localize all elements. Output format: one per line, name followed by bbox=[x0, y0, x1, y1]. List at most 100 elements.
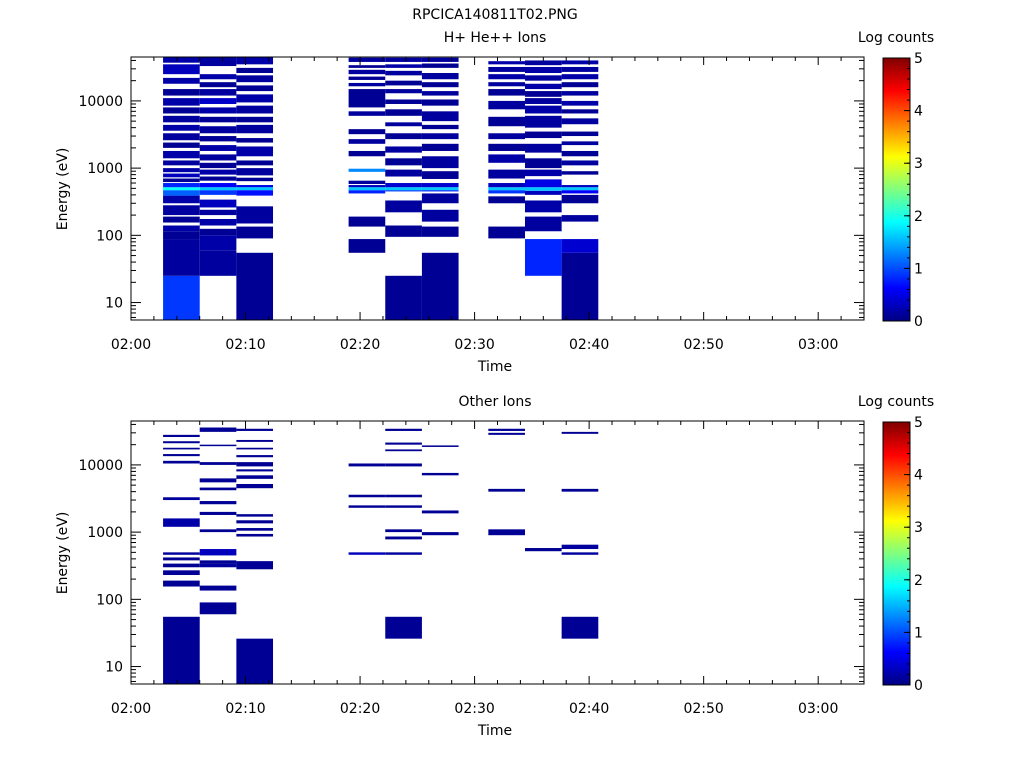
heatmap-cell bbox=[163, 57, 200, 63]
y-tick-label: 100 bbox=[96, 592, 123, 608]
heatmap-cell bbox=[199, 116, 237, 123]
heatmap-cell bbox=[163, 187, 200, 191]
heatmap-cell bbox=[163, 115, 200, 123]
heatmap-cell bbox=[163, 225, 200, 232]
heatmap-cell bbox=[348, 190, 386, 194]
heatmap-cell bbox=[236, 428, 274, 431]
y-axis: 10 100 1000 10000 bbox=[78, 59, 864, 318]
heatmap-cell bbox=[199, 487, 237, 491]
heatmap-cell bbox=[488, 143, 525, 151]
heatmap-cell bbox=[561, 194, 599, 204]
heatmap-cell bbox=[236, 514, 274, 517]
x-axis: 02:00 02:10 02:20 02:30 02:40 02:50 03:00 bbox=[111, 421, 865, 717]
heatmap-cell bbox=[488, 183, 525, 188]
heatmap-cell bbox=[488, 66, 525, 72]
heatmap-cell bbox=[348, 168, 386, 172]
heatmap-cell bbox=[348, 552, 386, 555]
heatmap-cell bbox=[348, 111, 386, 116]
heatmap-cell bbox=[163, 454, 200, 457]
heatmap-cell bbox=[236, 439, 274, 442]
heatmap-cell bbox=[236, 561, 274, 570]
y-tick-label: 1000 bbox=[87, 525, 123, 541]
heatmap-cell bbox=[524, 98, 562, 104]
heatmap-cell bbox=[385, 158, 422, 166]
heatmap-cell bbox=[236, 85, 274, 92]
heatmap-cell bbox=[385, 169, 422, 177]
heatmap-cell bbox=[524, 105, 562, 114]
heatmap-cell bbox=[421, 190, 459, 192]
heatmap-cell bbox=[199, 209, 237, 216]
x-tick-label: 03:00 bbox=[798, 701, 838, 717]
heatmap-cell bbox=[421, 91, 459, 96]
y-tick-label: 10 bbox=[105, 660, 123, 676]
heatmap-cell bbox=[236, 146, 274, 157]
heatmap-cell bbox=[488, 133, 525, 140]
heatmap-cell bbox=[385, 133, 422, 140]
y-tick-label: 10000 bbox=[78, 458, 123, 474]
heatmap-cell bbox=[199, 563, 237, 568]
heatmap-cell bbox=[199, 529, 237, 533]
colorbar-ticks: 0 1 2 3 4 5 bbox=[904, 415, 923, 694]
heatmap-cell bbox=[561, 82, 599, 88]
heatmap-cell bbox=[163, 142, 200, 148]
heatmap-cell bbox=[236, 185, 274, 188]
heatmap-cell bbox=[163, 441, 200, 444]
heatmap-cell bbox=[421, 252, 459, 320]
x-tick-label: 02:50 bbox=[683, 337, 723, 353]
heatmap-cell bbox=[524, 200, 562, 213]
heatmap-cell bbox=[236, 462, 274, 467]
heatmap-cell bbox=[163, 563, 200, 568]
heatmap-cell bbox=[524, 75, 562, 81]
colorbar-ticks: 0 1 2 3 4 5 bbox=[904, 51, 923, 330]
heatmap-cell bbox=[163, 275, 200, 320]
heatmap-cell bbox=[236, 638, 274, 684]
heatmap-cell bbox=[199, 199, 237, 208]
heatmap-cell bbox=[385, 187, 422, 191]
heatmap-cell bbox=[199, 250, 237, 276]
heatmap-cell bbox=[236, 447, 274, 450]
heatmap-cell bbox=[421, 111, 459, 122]
heatmap-cell bbox=[385, 190, 422, 192]
heatmap-cell bbox=[488, 82, 525, 87]
heatmap-cell bbox=[524, 91, 562, 97]
heatmap-cell bbox=[348, 82, 386, 87]
colorbar bbox=[882, 57, 911, 322]
heatmap-cell bbox=[421, 63, 459, 68]
heatmap-cell bbox=[561, 66, 599, 72]
heatmap-cell bbox=[488, 190, 525, 194]
heatmap-cell bbox=[385, 505, 422, 508]
heatmap-cell bbox=[561, 252, 599, 320]
heatmap-cell bbox=[385, 89, 422, 94]
heatmap-cell bbox=[561, 131, 599, 137]
heatmap-cell bbox=[163, 616, 200, 684]
colorbar-tick-label: 0 bbox=[914, 678, 923, 694]
heatmap-cell bbox=[385, 529, 422, 533]
heatmap-cell bbox=[199, 427, 237, 432]
heatmap-cell bbox=[236, 138, 274, 143]
heatmap-cell bbox=[348, 239, 386, 253]
heatmap-cell bbox=[524, 179, 562, 188]
x-tick-label: 02:10 bbox=[225, 701, 265, 717]
heatmap-plot bbox=[163, 427, 599, 684]
heatmap-cell bbox=[163, 205, 200, 216]
heatmap-cell bbox=[199, 57, 237, 67]
heatmap-cell bbox=[163, 64, 200, 75]
y-tick-label: 10 bbox=[105, 296, 123, 312]
heatmap-cell bbox=[524, 60, 562, 66]
heatmap-cell bbox=[199, 219, 237, 226]
heatmap-cell bbox=[561, 431, 599, 434]
heatmap-cell bbox=[524, 216, 562, 232]
colorbar-tick-label: 2 bbox=[914, 209, 923, 225]
heatmap-cell bbox=[561, 118, 599, 125]
heatmap-cell bbox=[488, 116, 525, 127]
heatmap-cell bbox=[163, 173, 200, 178]
colorbar-tick-label: 3 bbox=[914, 156, 923, 172]
heatmap-cell bbox=[236, 168, 274, 176]
heatmap-cell bbox=[488, 169, 525, 179]
heatmap-cell bbox=[561, 100, 599, 106]
colorbar bbox=[882, 421, 911, 686]
heatmap-cell bbox=[199, 585, 237, 591]
heatmap-cell bbox=[524, 115, 562, 128]
x-tick-label: 02:00 bbox=[111, 701, 151, 717]
heatmap-cell bbox=[488, 89, 525, 96]
